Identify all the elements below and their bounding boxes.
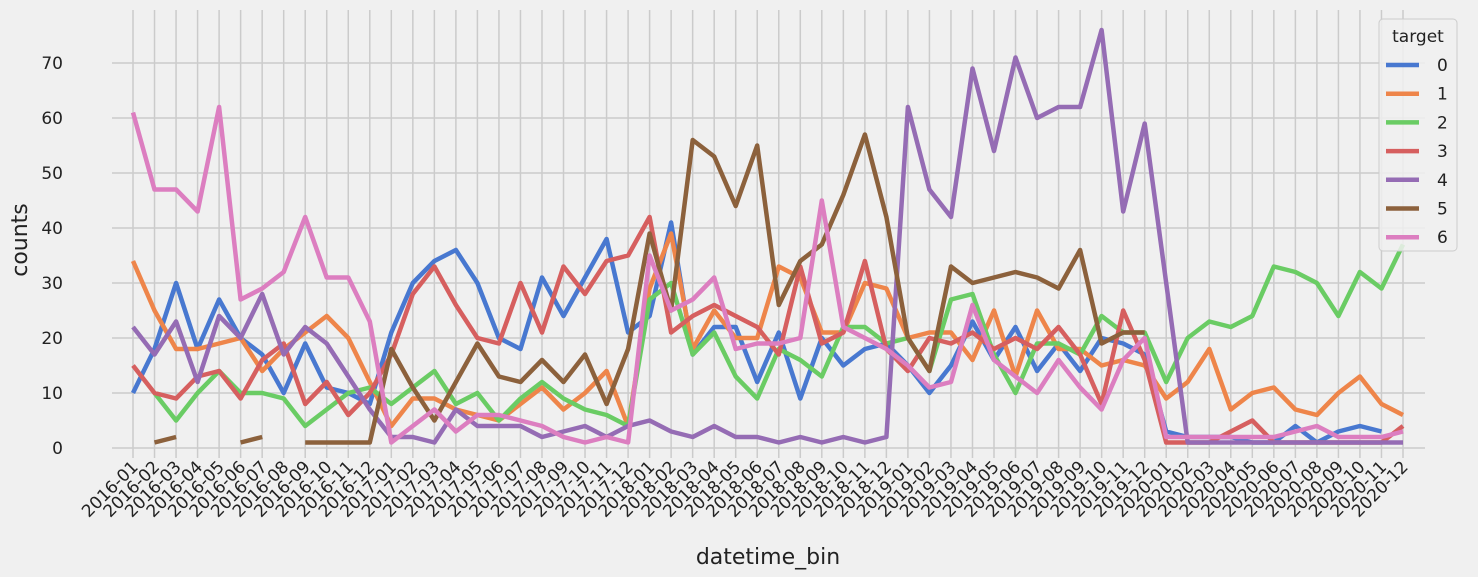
legend-label-0: 0 bbox=[1437, 56, 1448, 76]
y-tick-label: 20 bbox=[41, 329, 63, 349]
legend: target 0 1 2 3 4 5 6 bbox=[1378, 18, 1458, 252]
series-layer bbox=[130, 27, 1406, 445]
series-line-0 bbox=[130, 220, 1383, 445]
series-line-1 bbox=[130, 231, 1405, 429]
series-line-4 bbox=[131, 27, 1403, 445]
y-tick-label: 30 bbox=[41, 274, 63, 294]
y-tick-label: 0 bbox=[52, 439, 63, 459]
y-tick-label: 70 bbox=[41, 54, 63, 74]
legend-label-4: 4 bbox=[1437, 171, 1448, 191]
y-tick-label: 60 bbox=[41, 109, 63, 129]
y-axis-title: counts bbox=[8, 203, 33, 277]
legend-label-3: 3 bbox=[1437, 142, 1448, 162]
series-line-5 bbox=[153, 132, 1145, 445]
legend-title: target bbox=[1392, 27, 1444, 47]
x-axis-title: datetime_bin bbox=[696, 545, 840, 570]
legend-label-5: 5 bbox=[1437, 200, 1448, 220]
y-tick-labels: 0 10 20 30 40 50 60 70 bbox=[41, 54, 63, 459]
legend-label-6: 6 bbox=[1437, 228, 1448, 248]
legend-label-2: 2 bbox=[1437, 113, 1448, 133]
y-tick-label: 10 bbox=[41, 384, 63, 404]
legend-items: 0 1 2 3 4 5 6 bbox=[1386, 56, 1448, 248]
series-line-6 bbox=[130, 104, 1404, 445]
legend-label-1: 1 bbox=[1437, 85, 1448, 105]
x-tick-labels: 2016-012016-022016-032016-042016-052016-… bbox=[78, 457, 1412, 521]
y-tick-label: 40 bbox=[41, 219, 63, 239]
y-tick-label: 50 bbox=[41, 164, 63, 184]
legend-box bbox=[1378, 18, 1458, 252]
